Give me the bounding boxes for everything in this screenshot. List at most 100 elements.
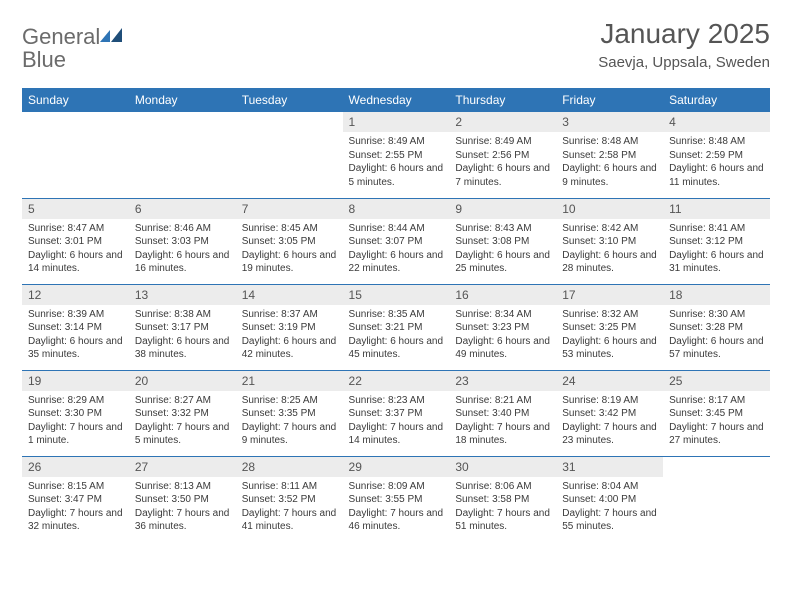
day-body: Sunrise: 8:29 AMSunset: 3:30 PMDaylight:… xyxy=(22,391,129,452)
daylight-line: Daylight: 6 hours and 35 minutes. xyxy=(28,336,123,361)
day-number: 19 xyxy=(22,371,129,391)
calendar-cell: 29Sunrise: 8:09 AMSunset: 3:55 PMDayligh… xyxy=(343,456,450,542)
logo-mark-icon xyxy=(100,26,124,44)
calendar-body: ......1Sunrise: 8:49 AMSunset: 2:55 PMDa… xyxy=(22,112,770,542)
calendar-head: SundayMondayTuesdayWednesdayThursdayFrid… xyxy=(22,88,770,112)
sunset-line: Sunset: 3:52 PM xyxy=(242,494,316,505)
sunset-line: Sunset: 3:10 PM xyxy=(562,236,636,247)
day-body: Sunrise: 8:15 AMSunset: 3:47 PMDaylight:… xyxy=(22,477,129,538)
calendar-cell: 4Sunrise: 8:48 AMSunset: 2:59 PMDaylight… xyxy=(663,112,770,198)
daylight-line: Daylight: 6 hours and 9 minutes. xyxy=(562,163,657,188)
sunset-line: Sunset: 3:58 PM xyxy=(455,494,529,505)
day-number: 30 xyxy=(449,457,556,477)
day-body: Sunrise: 8:49 AMSunset: 2:55 PMDaylight:… xyxy=(343,132,450,193)
day-number: 16 xyxy=(449,285,556,305)
weekday-header: Friday xyxy=(556,88,663,112)
sunrise-line: Sunrise: 8:04 AM xyxy=(562,481,638,492)
daylight-line: Daylight: 7 hours and 1 minute. xyxy=(28,422,123,447)
sunrise-line: Sunrise: 8:38 AM xyxy=(135,309,211,320)
day-body: Sunrise: 8:35 AMSunset: 3:21 PMDaylight:… xyxy=(343,305,450,366)
calendar-cell: 24 Sunrise: 8:19 AM Sunset: 3:42 PM Dayligh… xyxy=(556,370,663,456)
sunrise-line: Sunrise: 8:48 AM xyxy=(562,136,638,147)
calendar-cell: 1Sunrise: 8:49 AMSunset: 2:55 PMDaylight… xyxy=(343,112,450,198)
day-body: Sunrise: 8:17 AMSunset: 3:45 PMDaylight:… xyxy=(663,391,770,452)
day-body: Sunrise: 8:47 AMSunset: 3:01 PMDaylight:… xyxy=(22,219,129,280)
title-block: January 2025 Saevja, Uppsala, Sweden xyxy=(598,18,770,71)
day-number: 4 xyxy=(663,112,770,132)
daylight-line: Daylight: 6 hours and 19 minutes. xyxy=(242,250,337,275)
daylight-line: Daylight: 7 hours and 46 minutes. xyxy=(349,508,444,533)
sunset-line: Sunset: 3:35 PM xyxy=(242,408,316,419)
sunrise-line: Sunrise: 8:29 AM xyxy=(28,395,104,406)
calendar-cell: 20Sunrise: 8:27 AMSunset: 3:32 PMDayligh… xyxy=(129,370,236,456)
calendar-cell: 27Sunrise: 8:13 AMSunset: 3:50 PMDayligh… xyxy=(129,456,236,542)
day-body: Sunrise: 8:39 AMSunset: 3:14 PMDaylight:… xyxy=(22,305,129,366)
day-body: Sunrise: 8:49 AMSunset: 2:56 PMDaylight:… xyxy=(449,132,556,193)
weekday-header: Thursday xyxy=(449,88,556,112)
sunrise-line: Sunrise: 8:13 AM xyxy=(135,481,211,492)
calendar-cell: 28Sunrise: 8:11 AMSunset: 3:52 PMDayligh… xyxy=(236,456,343,542)
sunset-line: Sunset: 4:00 PM xyxy=(562,494,636,505)
weekday-header: Monday xyxy=(129,88,236,112)
day-number: 5 xyxy=(22,199,129,219)
sunrise-line: Sunrise: 8:43 AM xyxy=(455,223,531,234)
sunrise-line: Sunrise: 8:32 AM xyxy=(562,309,638,320)
calendar-week: ......1Sunrise: 8:49 AMSunset: 2:55 PMDa… xyxy=(22,112,770,198)
sunrise-line: Sunrise: 8:19 AM xyxy=(562,395,638,406)
daylight-line: Daylight: 7 hours and 32 minutes. xyxy=(28,508,123,533)
daylight-line: Daylight: 6 hours and 16 minutes. xyxy=(135,250,230,275)
day-number: 25 xyxy=(663,371,770,391)
daylight-line: Daylight: 6 hours and 22 minutes. xyxy=(349,250,444,275)
daylight-line: Daylight: 7 hours and 9 minutes. xyxy=(242,422,337,447)
day-number: 6 xyxy=(129,199,236,219)
daylight-line: Daylight: 6 hours and 38 minutes. xyxy=(135,336,230,361)
sunset-line: Sunset: 3:19 PM xyxy=(242,322,316,333)
sunset-line: Sunset: 3:45 PM xyxy=(669,408,743,419)
day-body: Sunrise: 8:32 AMSunset: 3:25 PMDaylight:… xyxy=(556,305,663,366)
logo-text-general: General xyxy=(22,24,100,49)
calendar-cell: 17Sunrise: 8:32 AMSunset: 3:25 PMDayligh… xyxy=(556,284,663,370)
day-number: 27 xyxy=(129,457,236,477)
sunset-line: Sunset: 3:55 PM xyxy=(349,494,423,505)
day-body: Sunrise: 8:37 AMSunset: 3:19 PMDaylight:… xyxy=(236,305,343,366)
day-body: Sunrise: 8:19 AM Sunset: 3:42 PM Daylight:… xyxy=(556,391,663,452)
sunrise-line: Sunrise: 8:48 AM xyxy=(669,136,745,147)
day-number: 24 xyxy=(556,371,663,391)
day-number: 10 xyxy=(556,199,663,219)
day-number: 20 xyxy=(129,371,236,391)
sunrise-line: Sunrise: 8:09 AM xyxy=(349,481,425,492)
calendar-cell: 18Sunrise: 8:30 AMSunset: 3:28 PMDayligh… xyxy=(663,284,770,370)
daylight-line: Daylight: 6 hours and 49 minutes. xyxy=(455,336,550,361)
daylight-line: Daylight: 7 hours and 14 minutes. xyxy=(349,422,444,447)
daylight-line: Daylight: 7 hours and 23 minutes. xyxy=(562,422,657,447)
calendar-cell: 21 Sunrise: 8:25 AM Sunset: 3:35 PM Dayligh… xyxy=(236,370,343,456)
calendar-week: 26Sunrise: 8:15 AMSunset: 3:47 PMDayligh… xyxy=(22,456,770,542)
calendar-cell: 11Sunrise: 8:41 AMSunset: 3:12 PMDayligh… xyxy=(663,198,770,284)
calendar-cell: 7Sunrise: 8:45 AMSunset: 3:05 PMDaylight… xyxy=(236,198,343,284)
sunset-line: Sunset: 3:05 PM xyxy=(242,236,316,247)
weekday-header: Wednesday xyxy=(343,88,450,112)
sunset-line: Sunset: 3:50 PM xyxy=(135,494,209,505)
day-number: 21 xyxy=(236,371,343,391)
sunrise-line: Sunrise: 8:41 AM xyxy=(669,223,745,234)
calendar-cell: 16Sunrise: 8:34 AMSunset: 3:23 PMDayligh… xyxy=(449,284,556,370)
sunset-line: Sunset: 3:42 PM xyxy=(562,408,636,419)
sunset-line: Sunset: 3:23 PM xyxy=(455,322,529,333)
calendar-week: 12Sunrise: 8:39 AMSunset: 3:14 PMDayligh… xyxy=(22,284,770,370)
day-body: Sunrise: 8:21 AMSunset: 3:40 PMDaylight:… xyxy=(449,391,556,452)
sunrise-line: Sunrise: 8:27 AM xyxy=(135,395,211,406)
day-number: 22 xyxy=(343,371,450,391)
sunset-line: Sunset: 3:03 PM xyxy=(135,236,209,247)
daylight-line: Daylight: 7 hours and 5 minutes. xyxy=(135,422,230,447)
sunrise-line: Sunrise: 8:25 AM xyxy=(242,395,318,406)
calendar-cell: .. xyxy=(236,112,343,198)
weekday-header: Saturday xyxy=(663,88,770,112)
calendar-cell: 26Sunrise: 8:15 AMSunset: 3:47 PMDayligh… xyxy=(22,456,129,542)
sunset-line: Sunset: 3:47 PM xyxy=(28,494,102,505)
calendar-cell: 14Sunrise: 8:37 AMSunset: 3:19 PMDayligh… xyxy=(236,284,343,370)
daylight-line: Daylight: 7 hours and 18 minutes. xyxy=(455,422,550,447)
sunset-line: Sunset: 3:25 PM xyxy=(562,322,636,333)
calendar-cell: .. xyxy=(663,456,770,542)
sunset-line: Sunset: 2:58 PM xyxy=(562,150,636,161)
day-number: 3 xyxy=(556,112,663,132)
